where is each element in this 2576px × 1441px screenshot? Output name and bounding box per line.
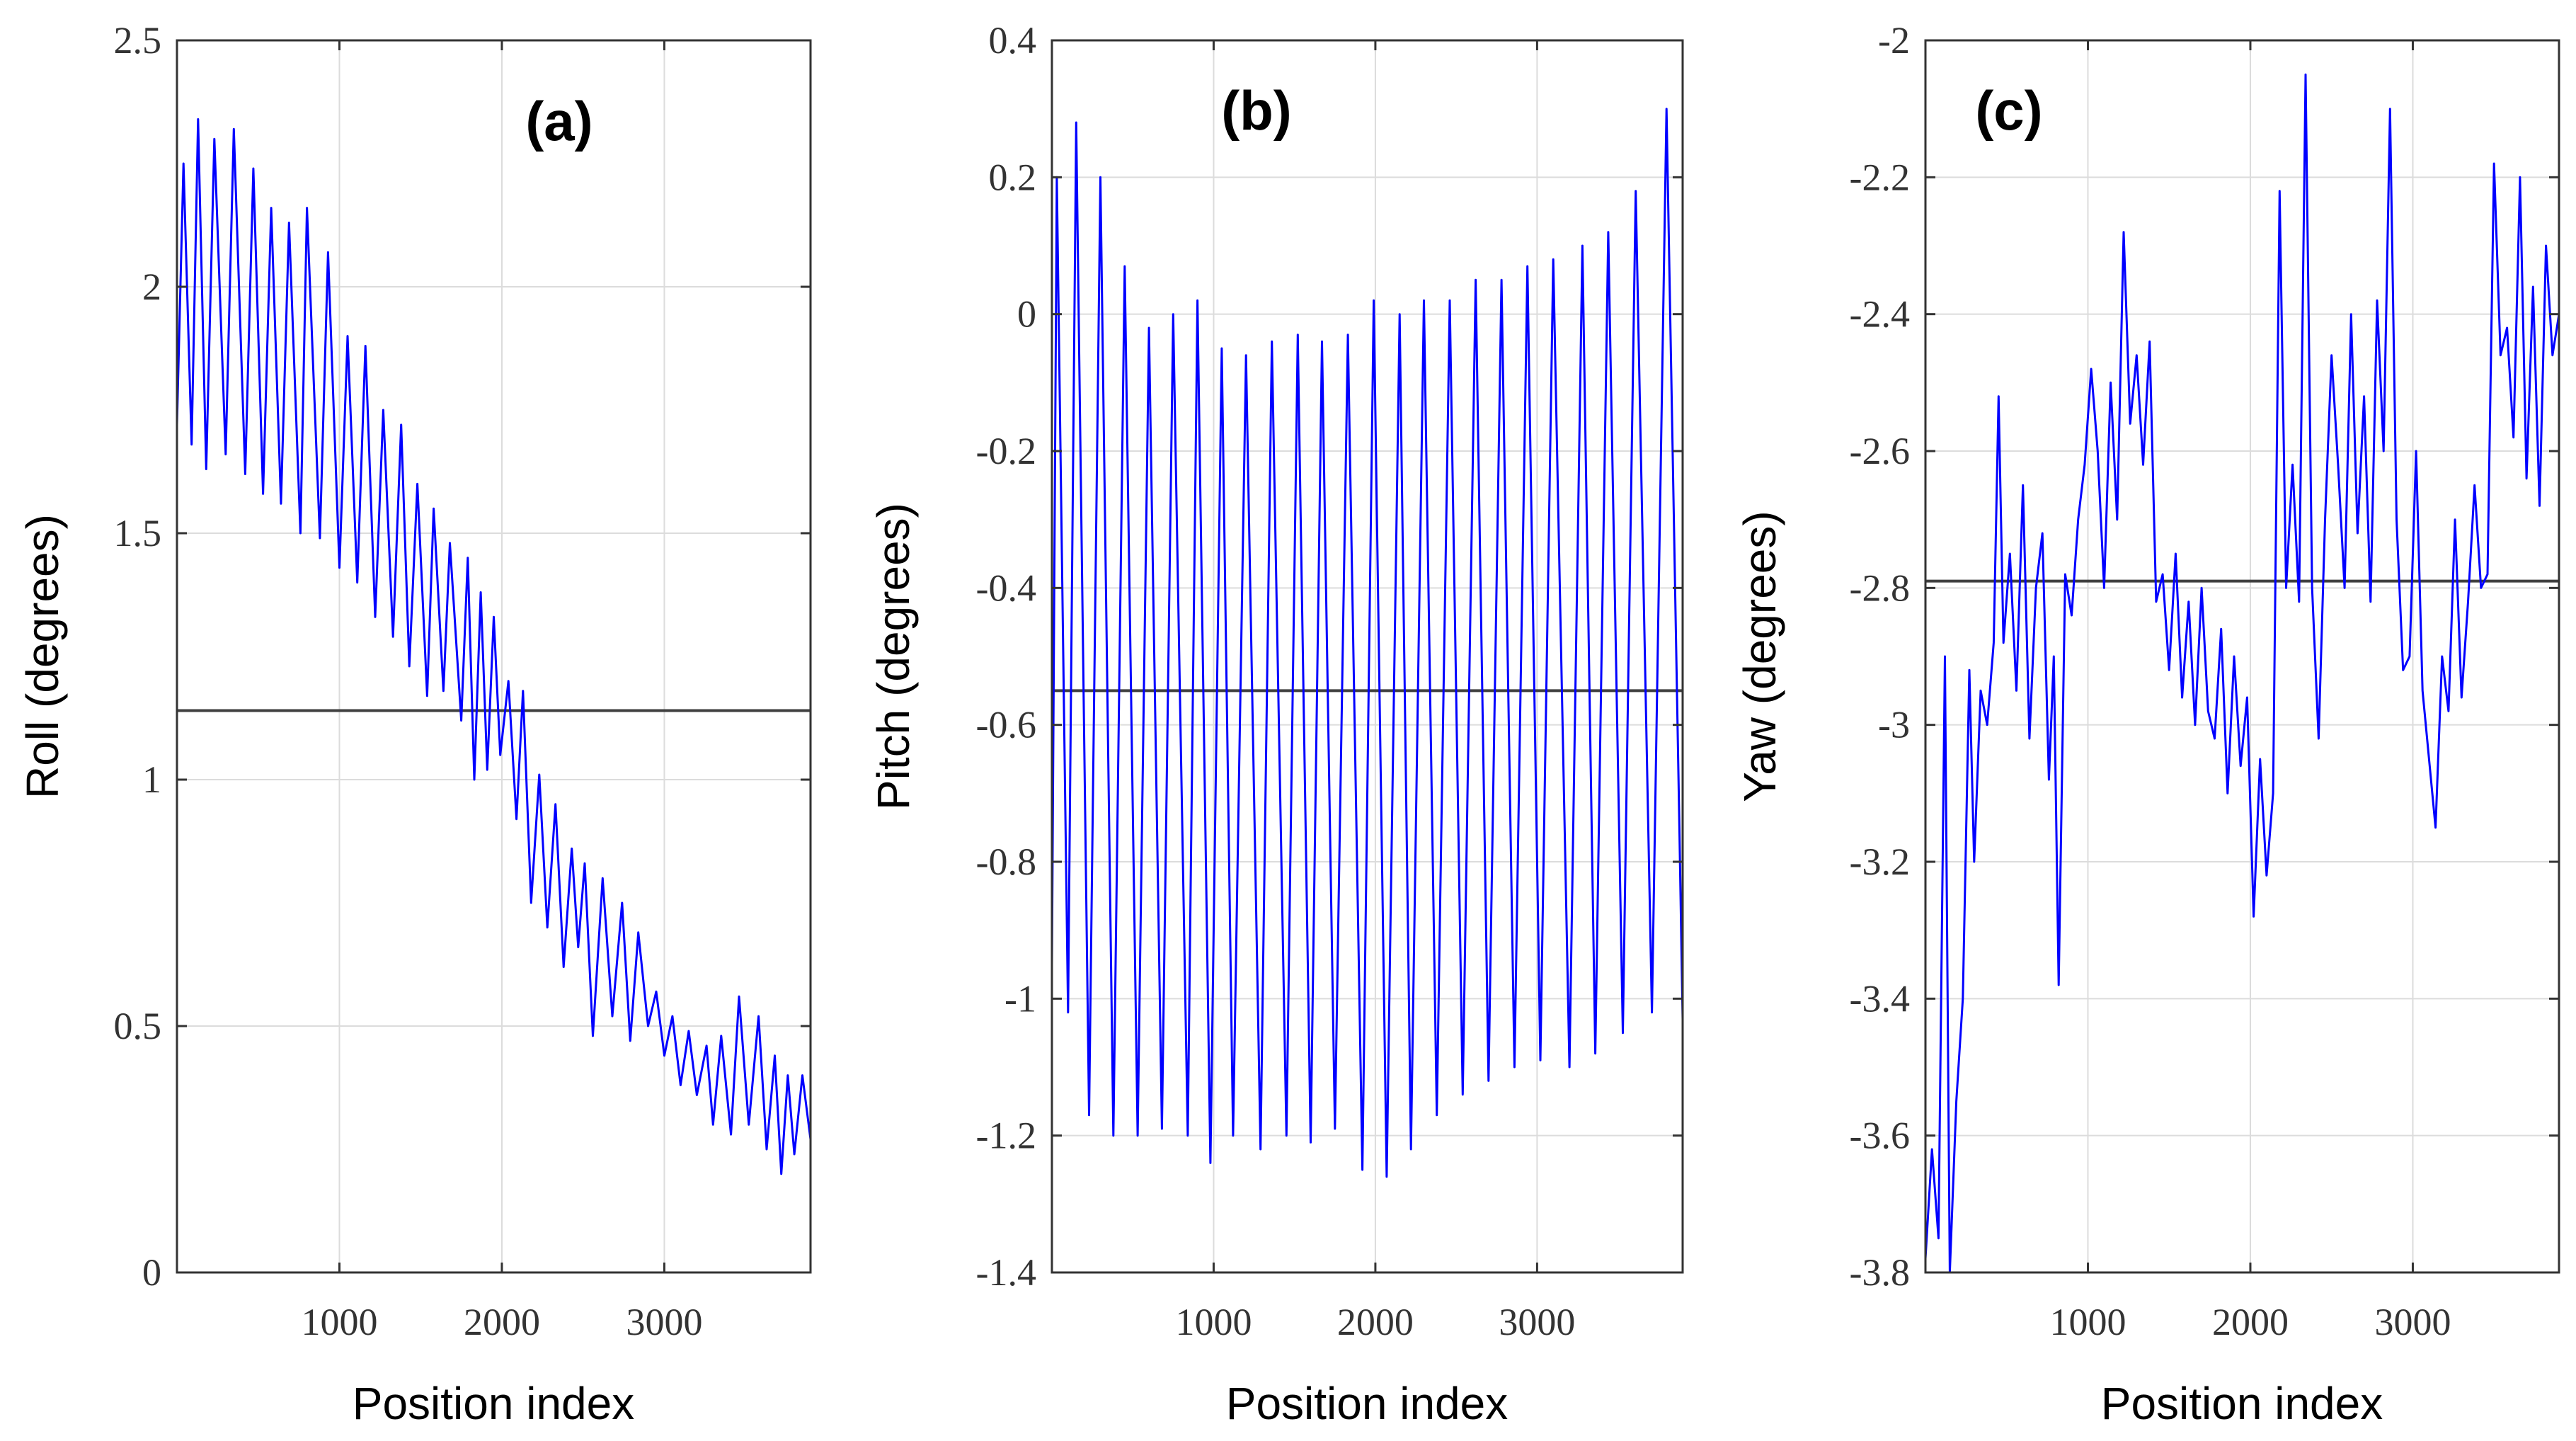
- y-tick-label: -0.6: [976, 704, 1036, 746]
- panel-label-a: (a): [525, 90, 593, 152]
- x-tick-label: 3000: [1499, 1301, 1575, 1343]
- y-axis-label: Pitch (degrees): [868, 503, 919, 810]
- x-tick-label: 1000: [2049, 1301, 2126, 1343]
- y-tick-label: 2.5: [114, 19, 162, 62]
- ticks: 1000 2000 3000 -1.4 -1.2 -1 -0.8 -0.6 -0.4 -0.2 0 0…: [976, 19, 1683, 1343]
- series-line-pitch: [1051, 108, 1684, 1178]
- y-tick-label: 0: [142, 1251, 161, 1294]
- x-axis-label: Position index: [1226, 1378, 1508, 1429]
- y-tick-label: -2.8: [1850, 566, 1910, 609]
- x-tick-label: 3000: [2374, 1301, 2451, 1343]
- series-layer: [1924, 73, 2560, 1274]
- x-tick-label: 1000: [301, 1301, 377, 1343]
- y-tick-label: -2.6: [1850, 430, 1910, 472]
- panel-pitch: 1000 2000 3000 -1.4 -1.2 -1 -0.8 -0.6 -0.4 -0.2 0 0…: [868, 19, 1684, 1429]
- y-tick-label: -1.2: [976, 1115, 1036, 1157]
- y-tick-label: 0: [1017, 293, 1036, 336]
- y-tick-label: 1.5: [114, 512, 162, 554]
- x-axis-label: Position index: [2101, 1378, 2383, 1429]
- ticks: 1000 2000 3000 0 0.5 1 1.5 2 2.5: [114, 19, 811, 1343]
- plot-frame: [1051, 39, 1684, 1274]
- panel-label-b: (b): [1221, 79, 1292, 142]
- y-tick-label: 2: [142, 266, 161, 308]
- y-tick-label: -3: [1878, 704, 1910, 746]
- y-tick-label: -3.2: [1850, 841, 1910, 883]
- x-tick-label: 2000: [464, 1301, 540, 1343]
- series-line-yaw: [1924, 73, 2560, 1274]
- gridlines: [177, 40, 811, 1272]
- y-tick-label: -3.6: [1850, 1115, 1910, 1157]
- plot-frame: [176, 39, 812, 1274]
- y-tick-label: -2.4: [1850, 293, 1910, 336]
- gridlines: [1925, 40, 2559, 1272]
- y-tick-label: -2.2: [1850, 156, 1910, 198]
- y-axis-label: Roll (degrees): [17, 514, 68, 799]
- x-tick-label: 2000: [1337, 1301, 1414, 1343]
- y-axis-label: Yaw (degrees): [1734, 511, 1785, 802]
- y-tick-label: -2: [1878, 19, 1910, 62]
- series-layer: [176, 118, 812, 1175]
- x-tick-label: 3000: [626, 1301, 702, 1343]
- series-layer: [1051, 108, 1684, 1178]
- y-tick-label: -0.8: [976, 841, 1036, 883]
- y-tick-label: -3.8: [1850, 1251, 1910, 1294]
- series-line-roll: [176, 118, 812, 1175]
- y-tick-label: -3.4: [1850, 977, 1910, 1020]
- y-tick-label: 0.5: [114, 1005, 162, 1047]
- y-tick-label: -1: [1004, 977, 1036, 1020]
- plot-frame: [1924, 39, 2560, 1274]
- y-tick-label: -1.4: [976, 1251, 1036, 1294]
- y-tick-label: 1: [142, 758, 161, 801]
- panel-roll: 1000 2000 3000 0 0.5 1 1.5 2 2.5 (a) Position in…: [17, 19, 812, 1429]
- y-tick-label: -0.4: [976, 566, 1036, 609]
- y-tick-label: -0.2: [976, 430, 1036, 472]
- x-tick-label: 1000: [1175, 1301, 1252, 1343]
- y-tick-label: 0.2: [989, 156, 1037, 198]
- ticks: 1000 2000 3000 -3.8 -3.6 -3.4 -3.2 -3 -2.8 -2.6 -2…: [1850, 19, 2559, 1343]
- x-axis-label: Position index: [353, 1378, 634, 1429]
- panel-label-c: (c): [1975, 79, 2042, 142]
- x-tick-label: 2000: [2212, 1301, 2289, 1343]
- panel-yaw: 1000 2000 3000 -3.8 -3.6 -3.4 -3.2 -3 -2.8 -2.6 -2…: [1734, 19, 2560, 1429]
- y-tick-label: 0.4: [989, 19, 1037, 62]
